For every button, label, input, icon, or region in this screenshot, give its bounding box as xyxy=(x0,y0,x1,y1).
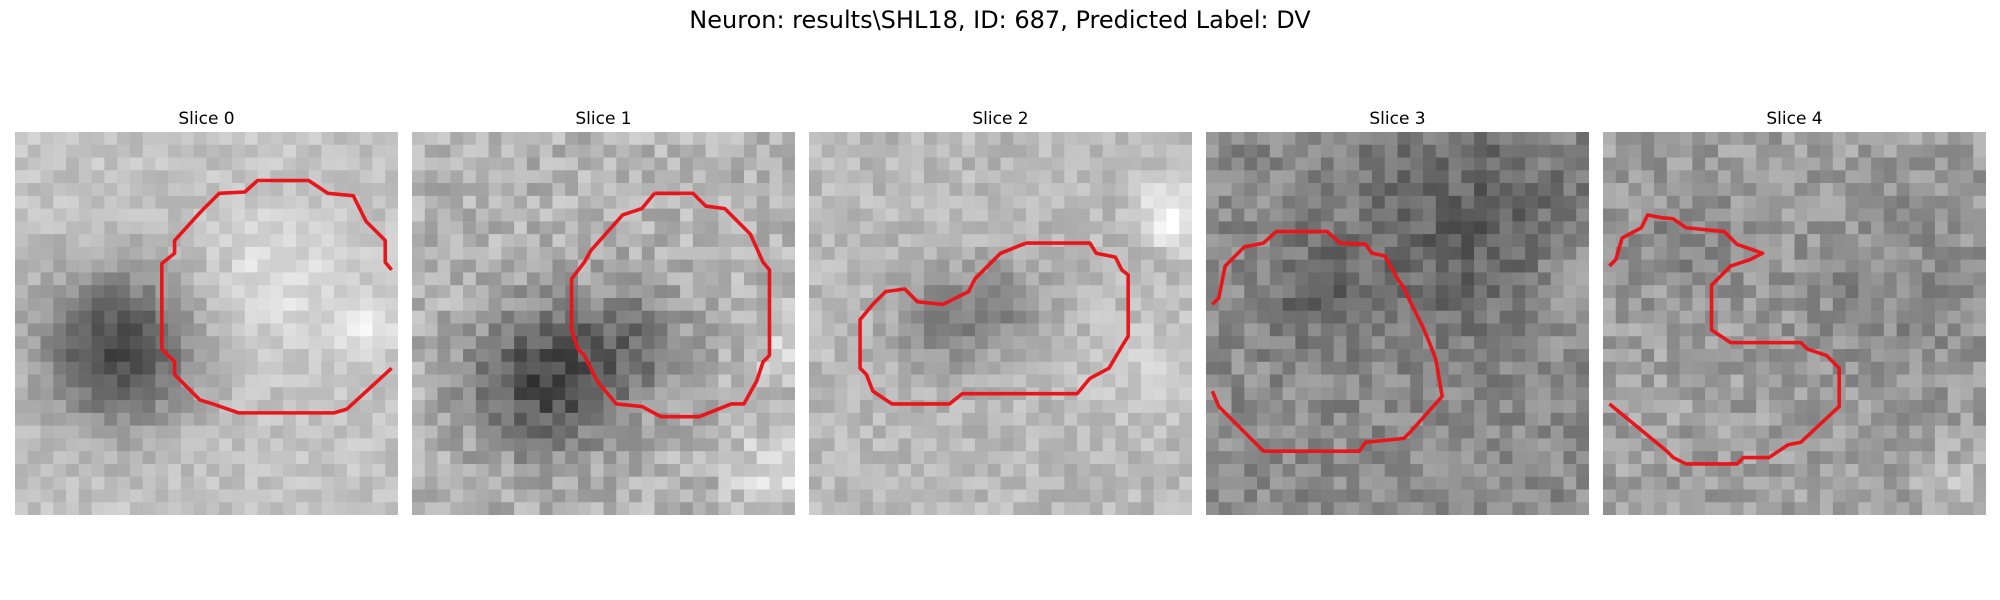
grayscale-pixels xyxy=(809,132,1192,515)
neuron-contour xyxy=(858,241,1130,406)
slice-title: Slice 0 xyxy=(178,109,235,129)
slice-panel-4: Slice 4 xyxy=(1603,106,1986,515)
slice-title: Slice 4 xyxy=(1766,109,1823,129)
slice-image xyxy=(1206,132,1589,515)
figure-title: Neuron: results\SHL18, ID: 687, Predicte… xyxy=(689,6,1311,34)
slice-image xyxy=(412,132,795,515)
grayscale-pixels xyxy=(1206,132,1589,515)
slice-panel-3: Slice 3 xyxy=(1206,106,1589,515)
slice-title: Slice 1 xyxy=(575,109,632,129)
grayscale-pixels xyxy=(1603,132,1986,515)
slice-image xyxy=(1603,132,1986,515)
neuron-contour xyxy=(1210,229,1444,453)
slice-image xyxy=(15,132,398,515)
grayscale-pixels xyxy=(412,132,795,515)
neuron-contour xyxy=(569,191,772,419)
slice-title: Slice 2 xyxy=(972,109,1029,129)
slice-panel-1: Slice 1 xyxy=(412,106,795,515)
grayscale-pixels xyxy=(15,132,398,515)
slice-image xyxy=(809,132,1192,515)
slice-panel-0: Slice 0 xyxy=(15,106,398,515)
slice-title: Slice 3 xyxy=(1369,109,1426,129)
neuron-contour xyxy=(160,178,393,415)
slice-panel-2: Slice 2 xyxy=(809,106,1192,515)
neuron-contour xyxy=(1608,213,1841,466)
